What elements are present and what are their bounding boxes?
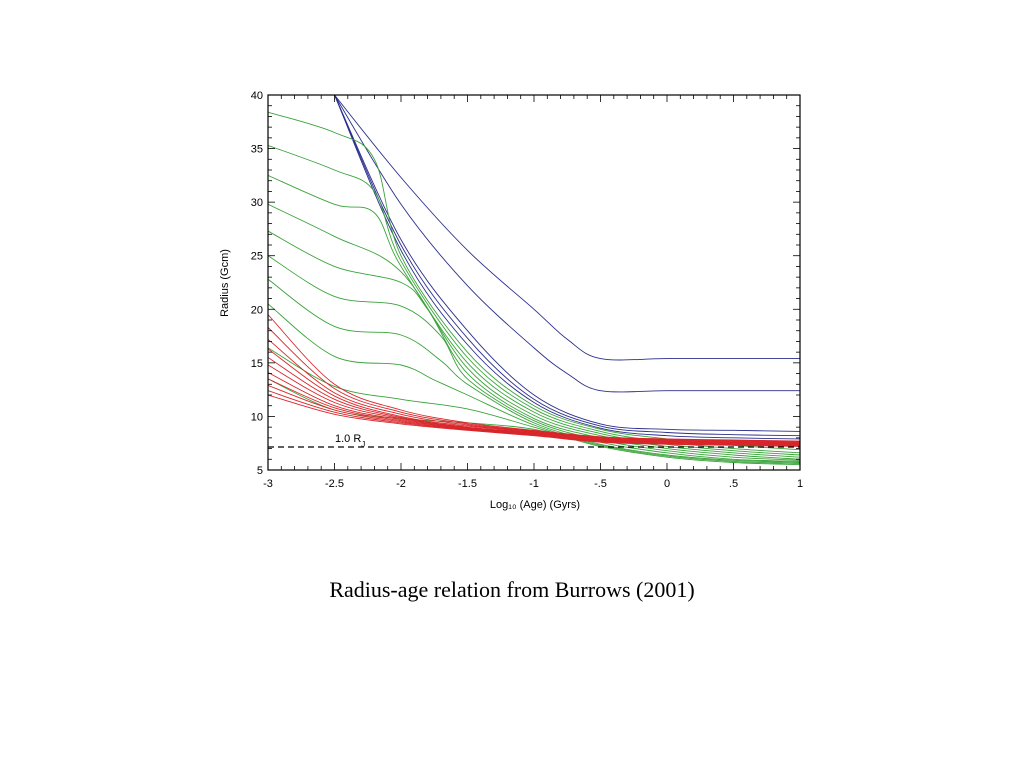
y-axis-label: Radius (Gcm) xyxy=(219,249,231,317)
y-tick-label: 35 xyxy=(251,144,263,156)
y-tick-label: 10 xyxy=(251,411,263,423)
plot-frame xyxy=(268,95,800,470)
x-tick-label: 1 xyxy=(797,478,803,490)
x-tick-label: 0 xyxy=(664,478,670,490)
series-layer xyxy=(268,95,800,465)
label-layer: Log₁₀ (Age) (Gyrs) Radius (Gcm) 1.0 RJ xyxy=(219,249,580,511)
red-series-line xyxy=(268,328,800,442)
blue-series-line xyxy=(335,95,801,392)
y-tick-label: 5 xyxy=(257,465,263,477)
green-series-line xyxy=(268,204,800,457)
x-tick-label: -1 xyxy=(529,478,539,490)
blue-series-line xyxy=(335,95,801,436)
y-tick-label: 20 xyxy=(251,304,263,316)
plot-frame-layer xyxy=(268,95,800,470)
red-series-line xyxy=(268,315,800,441)
y-tick-label: 40 xyxy=(251,90,263,102)
x-tick-label: -1.5 xyxy=(458,478,477,490)
x-tick-label: -2 xyxy=(396,478,406,490)
blue-series-line xyxy=(335,95,801,360)
x-tick-label: -3 xyxy=(263,478,273,490)
y-tick-label: 15 xyxy=(251,358,263,370)
x-tick-label: -.5 xyxy=(594,478,607,490)
x-tick-label: -2.5 xyxy=(325,478,344,490)
x-tick-label: .5 xyxy=(729,478,738,490)
y-tick-label: 30 xyxy=(251,197,263,209)
reference-line-label: 1.0 RJ xyxy=(335,433,365,449)
x-axis-label: Log₁₀ (Age) (Gyrs) xyxy=(490,499,580,511)
y-tick-label: 25 xyxy=(251,251,263,263)
figure-caption: Radius-age relation from Burrows (2001) xyxy=(0,577,1024,603)
